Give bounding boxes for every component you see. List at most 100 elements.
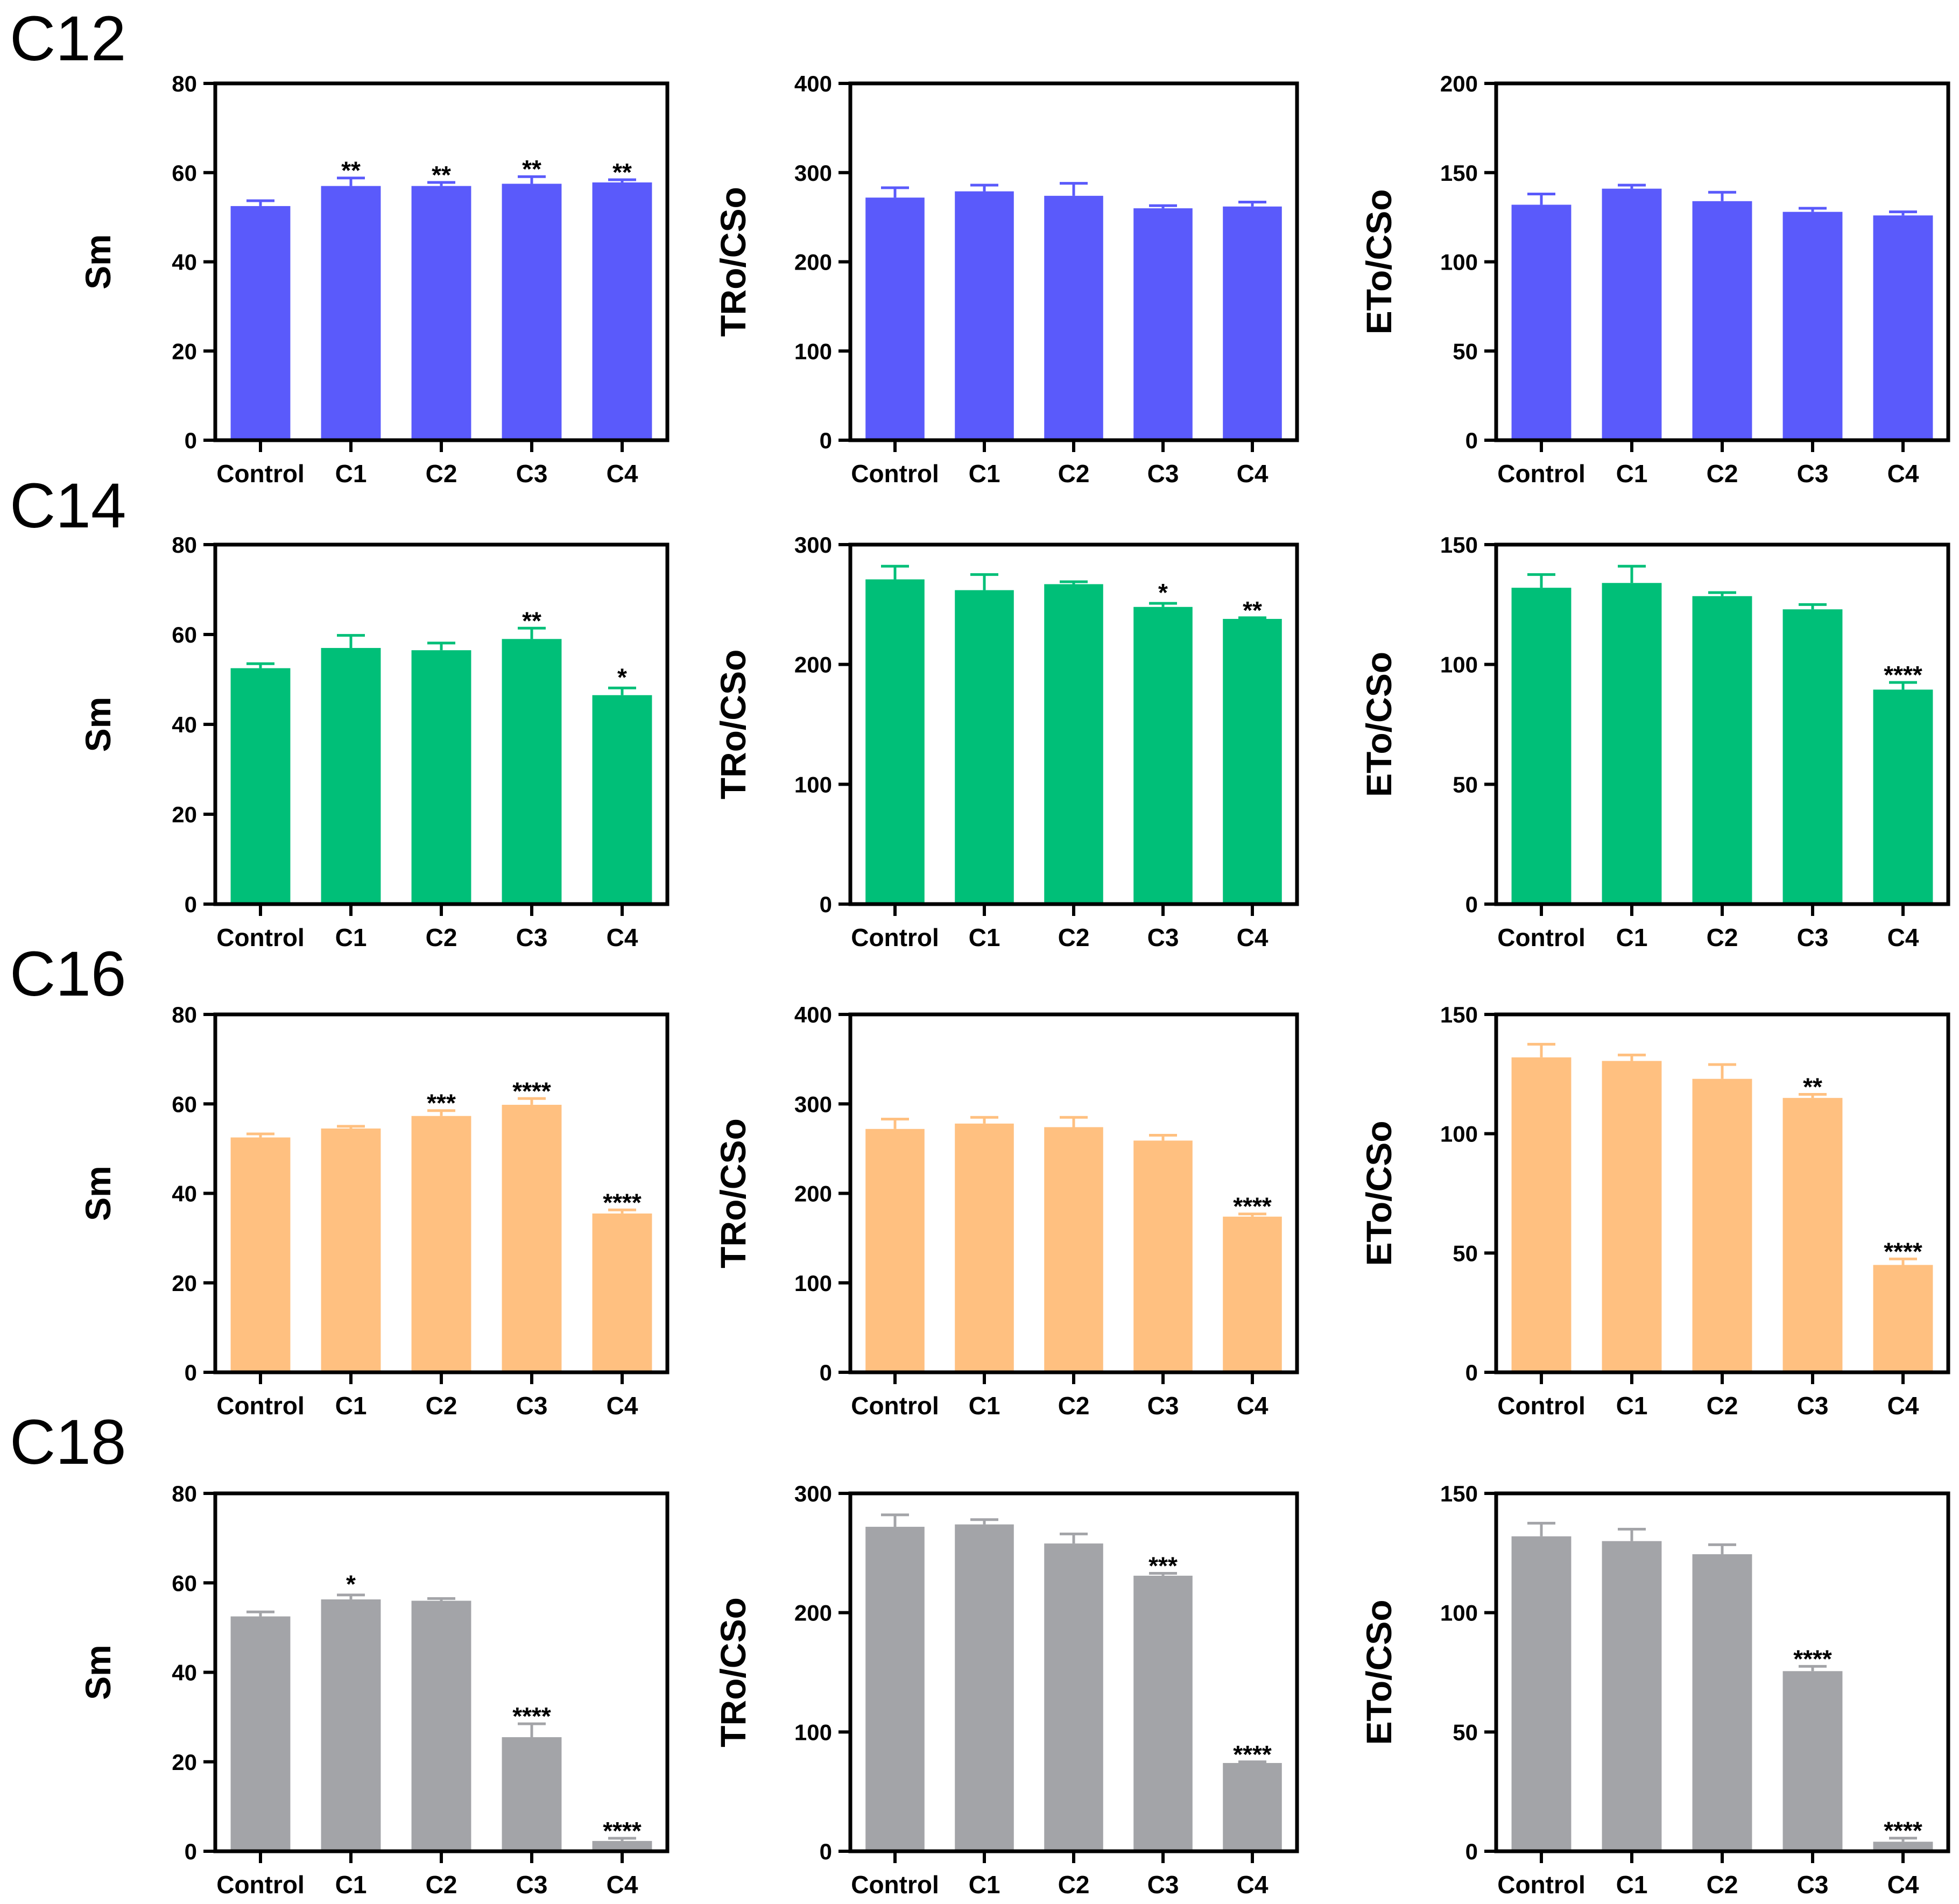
plot-frame (848, 1012, 1299, 1374)
plot-frame (213, 1012, 670, 1374)
significance-label: **** (1884, 661, 1922, 689)
y-tick-label: 100 (1440, 1122, 1478, 1147)
bar-c3 (502, 639, 562, 904)
x-category-label: C3 (1797, 923, 1829, 951)
x-category-label: C4 (1237, 923, 1269, 951)
bar-c4 (592, 182, 652, 440)
y-axis-label: Sm (78, 697, 118, 752)
significance-label: ** (1243, 596, 1262, 624)
y-tick-label: 400 (794, 71, 832, 96)
bar-c4 (1223, 619, 1282, 904)
bar-c1 (955, 1123, 1014, 1372)
significance-label: * (1158, 579, 1168, 607)
bar-c3 (502, 1737, 562, 1851)
y-tick-label: 0 (820, 1360, 832, 1385)
plot-frame (213, 81, 670, 442)
bar-control (865, 1527, 925, 1851)
y-tick-label: 40 (172, 712, 197, 737)
bar-c2 (411, 1600, 471, 1851)
y-tick-label: 80 (172, 1002, 197, 1027)
x-category-label: Control (851, 1871, 939, 1899)
y-tick-label: 80 (172, 532, 197, 558)
x-category-label: C1 (335, 1392, 367, 1420)
y-tick-label: 100 (794, 772, 832, 797)
bar-c4 (1223, 1762, 1282, 1851)
y-tick-label: 100 (794, 1271, 832, 1296)
bar-c2 (411, 650, 471, 904)
x-category-label: Control (1497, 1392, 1585, 1420)
x-category-label: C3 (516, 460, 548, 488)
y-tick-label: 60 (172, 1570, 197, 1596)
x-category-label: C2 (1058, 460, 1090, 488)
x-category-label: C1 (335, 923, 367, 951)
y-tick-label: 400 (794, 1002, 832, 1027)
bar-c3 (1133, 1140, 1193, 1372)
y-tick-label: 0 (1465, 1360, 1478, 1385)
y-tick-label: 150 (1440, 160, 1478, 186)
x-category-label: C3 (1797, 460, 1829, 488)
y-tick-label: 60 (172, 160, 197, 186)
y-tick-label: 40 (172, 1660, 197, 1686)
x-category-label: C4 (607, 460, 638, 488)
bar-c1 (321, 1599, 381, 1851)
bar-c4 (592, 1840, 652, 1851)
x-category-label: C3 (1147, 460, 1179, 488)
x-category-label: C2 (426, 460, 457, 488)
significance-label: **** (1884, 1237, 1922, 1265)
row-label-c18: C18 (10, 1407, 126, 1478)
bar-control (1511, 1536, 1572, 1851)
y-tick-label: 100 (1440, 652, 1478, 678)
bar-control (865, 579, 925, 904)
x-category-label: C3 (1147, 923, 1179, 951)
bar-c2 (1692, 201, 1752, 440)
y-axis-label: Sm (78, 234, 118, 290)
y-tick-label: 150 (1440, 1002, 1478, 1027)
chart-c18-tro-cso: TRo/CSo 0 100 200 300 Control C1 C2 *** C3 **** C4 (713, 1481, 1299, 1899)
y-axis-label: TRo/CSo (713, 1597, 753, 1747)
bar-control (865, 198, 925, 440)
x-category-label: C4 (1237, 460, 1269, 488)
x-category-label: Control (216, 923, 305, 951)
x-category-label: C1 (969, 1392, 1000, 1420)
x-category-label: C2 (1707, 923, 1738, 951)
bar-control (1511, 588, 1572, 904)
chart-c14-sm: Sm 0 20 40 60 80 Control C1 C2 ** C3 * C4 (78, 532, 670, 951)
plot-frame (848, 81, 1299, 442)
bar-c4 (1873, 689, 1933, 904)
significance-label: ** (522, 607, 541, 634)
x-category-label: C1 (335, 1871, 367, 1899)
x-category-label: Control (1497, 460, 1585, 488)
significance-label: **** (603, 1188, 642, 1216)
x-category-label: C4 (1887, 460, 1919, 488)
plot-frame (848, 542, 1299, 906)
y-tick-label: 200 (794, 652, 832, 678)
significance-label: **** (512, 1077, 551, 1105)
x-category-label: C1 (1616, 1392, 1648, 1420)
y-tick-label: 300 (794, 1091, 832, 1117)
bar-c1 (321, 186, 381, 440)
x-category-label: C2 (1058, 1871, 1090, 1899)
x-category-label: C2 (1058, 923, 1090, 951)
y-tick-label: 0 (820, 1839, 832, 1864)
y-tick-label: 0 (820, 892, 832, 917)
x-category-label: Control (216, 1871, 305, 1899)
y-axis-label: TRo/CSo (713, 187, 753, 337)
row-label-c14: C14 (10, 470, 126, 541)
x-category-label: Control (216, 1392, 305, 1420)
significance-label: **** (1233, 1193, 1272, 1221)
significance-label: * (346, 1570, 356, 1598)
x-category-label: C2 (426, 1871, 457, 1899)
y-tick-label: 20 (172, 802, 197, 827)
x-category-label: Control (1497, 923, 1585, 951)
x-category-label: C3 (516, 923, 548, 951)
y-tick-label: 300 (794, 1481, 832, 1506)
significance-label: ** (341, 157, 361, 185)
y-tick-label: 40 (172, 250, 197, 275)
y-axis-label: Sm (78, 1166, 118, 1221)
significance-label: ** (522, 155, 541, 183)
y-axis-label: TRo/CSo (713, 1118, 753, 1268)
plot-frame (1494, 542, 1950, 906)
bar-c3 (502, 1104, 562, 1372)
x-category-label: C4 (607, 1392, 638, 1420)
x-category-label: C4 (607, 1871, 638, 1899)
